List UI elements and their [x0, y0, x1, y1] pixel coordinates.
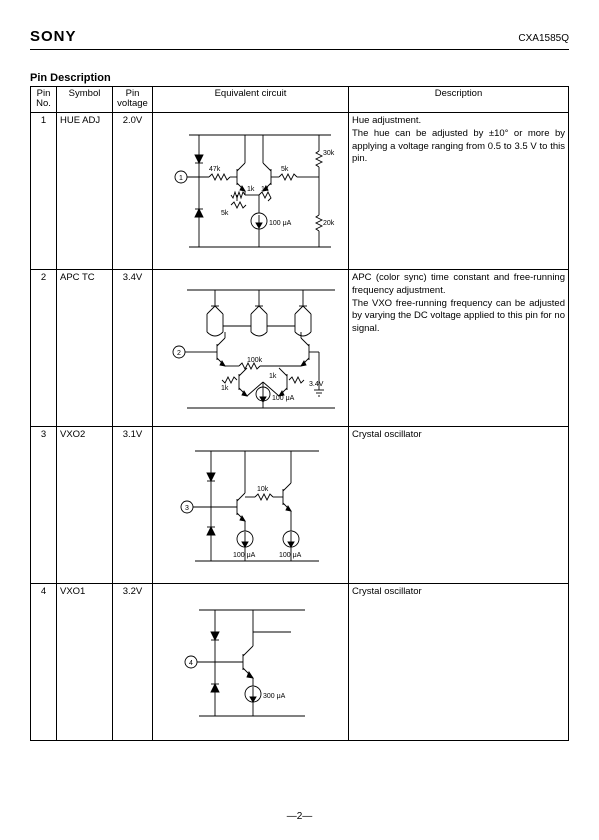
- cell-pinno: 2: [31, 269, 57, 426]
- cell-pinno: 1: [31, 112, 57, 269]
- table-row: 4 VXO1 3.2V 4: [31, 583, 569, 740]
- cell-circuit: 3 10k 100 μA 100 μA: [153, 426, 349, 583]
- svg-text:100 μA: 100 μA: [279, 552, 302, 559]
- svg-text:100 μA: 100 μA: [233, 552, 256, 559]
- svg-text:1k: 1k: [261, 186, 269, 193]
- svg-text:10k: 10k: [257, 486, 269, 493]
- table-header-row: PinNo. Symbol Pinvoltage Equivalent circ…: [31, 87, 569, 113]
- schematic-vxo2: 3 10k 100 μA 100 μA: [159, 435, 343, 575]
- svg-text:1k: 1k: [269, 373, 277, 380]
- svg-text:100k: 100k: [247, 357, 263, 364]
- table-row: 1 HUE ADJ 2.0V 1 47k: [31, 112, 569, 269]
- svg-text:300 μA: 300 μA: [263, 693, 286, 700]
- svg-text:3.4V: 3.4V: [309, 381, 324, 388]
- table-row: 3 VXO2 3.1V 3: [31, 426, 569, 583]
- schematic-hue-adj: 1 47k 1k 1k: [159, 121, 343, 261]
- svg-text:100 μA: 100 μA: [269, 220, 292, 227]
- page-number: —2—: [0, 811, 599, 822]
- cell-circuit: 4 300 μA: [153, 583, 349, 740]
- col-header-symbol: Symbol: [57, 87, 113, 113]
- pin-description-table: PinNo. Symbol Pinvoltage Equivalent circ…: [30, 86, 569, 741]
- cell-pinno: 4: [31, 583, 57, 740]
- svg-text:20k: 20k: [323, 220, 335, 227]
- cell-description: Crystal oscillator: [349, 426, 569, 583]
- svg-text:3: 3: [185, 505, 189, 512]
- svg-text:4: 4: [189, 660, 193, 667]
- cell-symbol: VXO1: [57, 583, 113, 740]
- schematic-vxo1: 4 300 μA: [159, 592, 343, 732]
- cell-description: Crystal oscillator: [349, 583, 569, 740]
- svg-text:1: 1: [179, 175, 183, 182]
- schematic-apc-tc: 2: [159, 278, 343, 418]
- col-header-desc: Description: [349, 87, 569, 113]
- brand-logo: SONY: [30, 28, 77, 45]
- svg-text:1k: 1k: [247, 186, 255, 193]
- cell-circuit: 2: [153, 269, 349, 426]
- cell-circuit: 1 47k 1k 1k: [153, 112, 349, 269]
- part-number: CXA1585Q: [518, 33, 569, 44]
- page-header: SONY CXA1585Q: [30, 28, 569, 50]
- section-title: Pin Description: [30, 72, 569, 84]
- col-header-voltage: Pinvoltage: [113, 87, 153, 113]
- cell-voltage: 3.1V: [113, 426, 153, 583]
- svg-text:47k: 47k: [209, 166, 221, 173]
- svg-text:1k: 1k: [221, 385, 229, 392]
- col-header-circuit: Equivalent circuit: [153, 87, 349, 113]
- cell-pinno: 3: [31, 426, 57, 583]
- svg-text:5k: 5k: [281, 166, 289, 173]
- col-header-pinno: PinNo.: [31, 87, 57, 113]
- cell-voltage: 3.4V: [113, 269, 153, 426]
- cell-voltage: 2.0V: [113, 112, 153, 269]
- table-row: 2 APC TC 3.4V 2: [31, 269, 569, 426]
- svg-text:30k: 30k: [323, 150, 335, 157]
- cell-symbol: HUE ADJ: [57, 112, 113, 269]
- svg-text:5k: 5k: [221, 210, 229, 217]
- cell-symbol: APC TC: [57, 269, 113, 426]
- svg-text:2: 2: [177, 350, 181, 357]
- cell-description: APC (color sync) time constant and free-…: [349, 269, 569, 426]
- svg-text:100 μA: 100 μA: [272, 395, 295, 402]
- cell-symbol: VXO2: [57, 426, 113, 583]
- cell-voltage: 3.2V: [113, 583, 153, 740]
- cell-description: Hue adjustment.The hue can be adjusted b…: [349, 112, 569, 269]
